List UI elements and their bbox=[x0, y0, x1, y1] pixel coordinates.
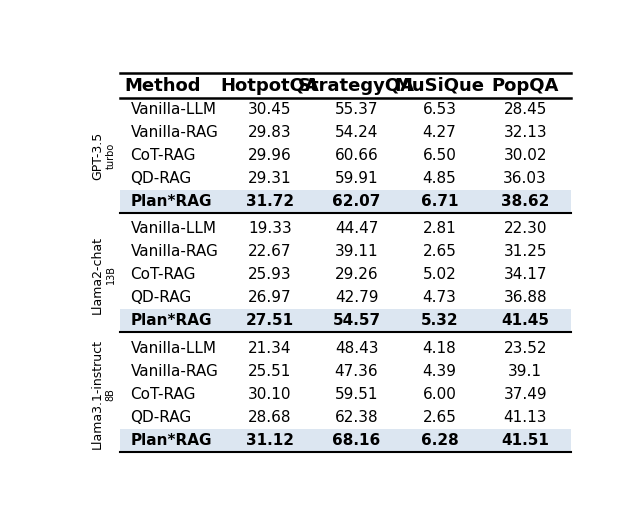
Text: Vanilla-RAG: Vanilla-RAG bbox=[131, 244, 218, 260]
Text: 36.03: 36.03 bbox=[503, 171, 547, 186]
Text: MuSiQue: MuSiQue bbox=[395, 77, 484, 95]
Text: 59.91: 59.91 bbox=[335, 171, 378, 186]
Text: 4.39: 4.39 bbox=[422, 364, 456, 378]
Text: 34.17: 34.17 bbox=[504, 267, 547, 283]
Text: Method: Method bbox=[125, 77, 201, 95]
Text: CoT-RAG: CoT-RAG bbox=[131, 148, 196, 163]
Text: GPT-3.5: GPT-3.5 bbox=[91, 132, 104, 180]
Text: StrategyQA: StrategyQA bbox=[298, 77, 415, 95]
Text: 21.34: 21.34 bbox=[248, 340, 291, 355]
Text: QD-RAG: QD-RAG bbox=[131, 290, 192, 306]
Text: QD-RAG: QD-RAG bbox=[131, 410, 192, 424]
Text: 38.62: 38.62 bbox=[501, 194, 549, 209]
Text: Vanilla-LLM: Vanilla-LLM bbox=[131, 340, 216, 355]
Text: Plan*RAG: Plan*RAG bbox=[131, 313, 212, 329]
Text: 6.28: 6.28 bbox=[420, 433, 458, 447]
Text: 25.93: 25.93 bbox=[248, 267, 292, 283]
Text: 6.53: 6.53 bbox=[422, 102, 456, 117]
Text: CoT-RAG: CoT-RAG bbox=[131, 267, 196, 283]
Text: HotpotQA: HotpotQA bbox=[220, 77, 319, 95]
Text: 59.51: 59.51 bbox=[335, 387, 378, 401]
Text: 2.65: 2.65 bbox=[422, 410, 456, 424]
Bar bbox=[120, 429, 571, 452]
Text: 62.07: 62.07 bbox=[332, 194, 381, 209]
Text: 2.81: 2.81 bbox=[423, 221, 456, 237]
Text: Plan*RAG: Plan*RAG bbox=[131, 194, 212, 209]
Text: 31.25: 31.25 bbox=[504, 244, 547, 260]
Text: 47.36: 47.36 bbox=[335, 364, 378, 378]
Text: 19.33: 19.33 bbox=[248, 221, 292, 237]
Text: 31.12: 31.12 bbox=[246, 433, 294, 447]
Text: Llama2-chat: Llama2-chat bbox=[91, 236, 104, 314]
Text: 2.65: 2.65 bbox=[422, 244, 456, 260]
Text: 29.96: 29.96 bbox=[248, 148, 292, 163]
Text: 27.51: 27.51 bbox=[246, 313, 294, 329]
Text: 30.02: 30.02 bbox=[504, 148, 547, 163]
Text: 41.45: 41.45 bbox=[501, 313, 549, 329]
Text: 37.49: 37.49 bbox=[503, 387, 547, 401]
Text: PopQA: PopQA bbox=[492, 77, 559, 95]
Text: 4.73: 4.73 bbox=[422, 290, 456, 306]
Text: Plan*RAG: Plan*RAG bbox=[131, 433, 212, 447]
Text: 55.37: 55.37 bbox=[335, 102, 378, 117]
Text: 54.57: 54.57 bbox=[332, 313, 381, 329]
Text: 31.72: 31.72 bbox=[246, 194, 294, 209]
Text: Vanilla-LLM: Vanilla-LLM bbox=[131, 102, 216, 117]
Text: 39.11: 39.11 bbox=[335, 244, 378, 260]
Text: Vanilla-RAG: Vanilla-RAG bbox=[131, 125, 218, 140]
Text: 29.83: 29.83 bbox=[248, 125, 292, 140]
Text: Llama3.1-instruct: Llama3.1-instruct bbox=[91, 339, 104, 449]
Text: 62.38: 62.38 bbox=[335, 410, 378, 424]
Text: 60.66: 60.66 bbox=[335, 148, 378, 163]
Text: 68.16: 68.16 bbox=[332, 433, 381, 447]
Text: 26.97: 26.97 bbox=[248, 290, 292, 306]
Text: 8B: 8B bbox=[106, 388, 116, 400]
Text: 4.18: 4.18 bbox=[423, 340, 456, 355]
Text: 29.31: 29.31 bbox=[248, 171, 292, 186]
Text: 29.26: 29.26 bbox=[335, 267, 378, 283]
Text: turbo: turbo bbox=[106, 142, 116, 169]
Text: Vanilla-RAG: Vanilla-RAG bbox=[131, 364, 218, 378]
Text: 28.45: 28.45 bbox=[504, 102, 547, 117]
Text: 4.85: 4.85 bbox=[423, 171, 456, 186]
Text: 54.24: 54.24 bbox=[335, 125, 378, 140]
Text: 22.30: 22.30 bbox=[504, 221, 547, 237]
Text: 41.13: 41.13 bbox=[504, 410, 547, 424]
Text: 28.68: 28.68 bbox=[248, 410, 291, 424]
Text: 22.67: 22.67 bbox=[248, 244, 291, 260]
Text: QD-RAG: QD-RAG bbox=[131, 171, 192, 186]
Text: 39.1: 39.1 bbox=[508, 364, 542, 378]
Text: 6.00: 6.00 bbox=[422, 387, 456, 401]
Text: 42.79: 42.79 bbox=[335, 290, 378, 306]
Bar bbox=[120, 190, 571, 213]
Text: 30.10: 30.10 bbox=[248, 387, 291, 401]
Text: 36.88: 36.88 bbox=[503, 290, 547, 306]
Text: 6.50: 6.50 bbox=[422, 148, 456, 163]
Text: 41.51: 41.51 bbox=[501, 433, 549, 447]
Text: 48.43: 48.43 bbox=[335, 340, 378, 355]
Text: 13B: 13B bbox=[106, 265, 116, 284]
Text: 6.71: 6.71 bbox=[421, 194, 458, 209]
Text: 4.27: 4.27 bbox=[423, 125, 456, 140]
Text: CoT-RAG: CoT-RAG bbox=[131, 387, 196, 401]
Text: 30.45: 30.45 bbox=[248, 102, 291, 117]
Text: 23.52: 23.52 bbox=[504, 340, 547, 355]
Text: 32.13: 32.13 bbox=[503, 125, 547, 140]
Text: 44.47: 44.47 bbox=[335, 221, 378, 237]
Text: 25.51: 25.51 bbox=[248, 364, 291, 378]
Text: Vanilla-LLM: Vanilla-LLM bbox=[131, 221, 216, 237]
Text: 5.32: 5.32 bbox=[420, 313, 458, 329]
Text: 5.02: 5.02 bbox=[423, 267, 456, 283]
Bar bbox=[120, 309, 571, 332]
